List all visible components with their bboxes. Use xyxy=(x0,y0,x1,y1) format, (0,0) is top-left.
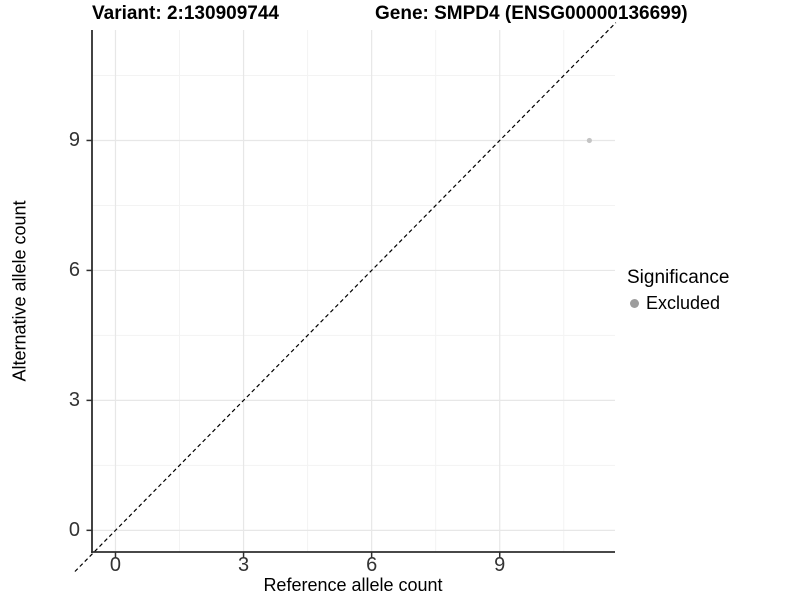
y-axis-title: Alternative allele count xyxy=(9,200,30,382)
x-tick-label: 0 xyxy=(109,554,122,576)
y-tick-label: 6 xyxy=(68,259,80,282)
x-tick-label: 3 xyxy=(238,554,250,576)
identity-dashed-line xyxy=(74,22,617,572)
x-tick-label: 9 xyxy=(494,554,506,576)
y-tick-label: 9 xyxy=(68,129,80,152)
legend-items: Excluded xyxy=(627,293,729,314)
legend-key-dot xyxy=(630,299,639,308)
y-tick-label: 3 xyxy=(68,389,80,412)
x-tick-label: 6 xyxy=(366,554,378,576)
data-point xyxy=(586,137,592,144)
y-tick-label: 0 xyxy=(68,519,80,542)
plot-title-gene: Gene: SMPD4 (ENSG00000136699) xyxy=(375,3,688,24)
plot-title-variant: Variant: 2:130909744 xyxy=(92,3,279,24)
legend-item: Excluded xyxy=(627,293,729,314)
legend: Significance Excluded xyxy=(627,267,729,314)
legend-item-label: Excluded xyxy=(646,293,721,313)
legend-title: Significance xyxy=(627,267,730,288)
x-axis-title: Reference allele count xyxy=(263,575,443,595)
